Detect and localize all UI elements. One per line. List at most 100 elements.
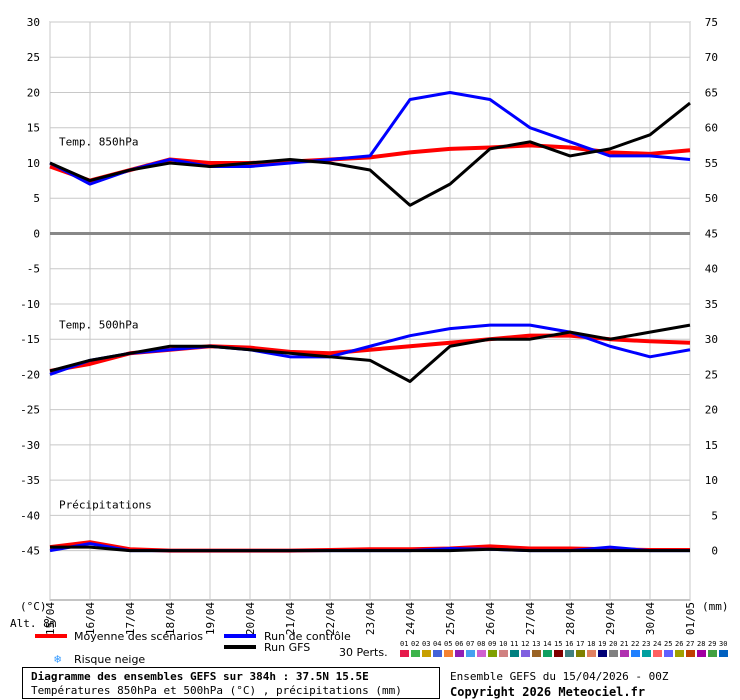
y-right-tick: 10: [705, 474, 718, 487]
perturbation-number: 19: [598, 640, 607, 648]
y-right-tick: 15: [705, 439, 718, 452]
chart-grid: [49, 21, 691, 601]
perturbation-swatch: [422, 650, 431, 657]
legend-control-label: Run de contrôle: [264, 630, 351, 643]
series-850-line: [49, 101, 691, 207]
perturbation-number: 10: [499, 640, 508, 648]
perturbation-swatch: [444, 650, 453, 657]
perturbation-swatch: [499, 650, 508, 657]
series-precip-line: [50, 545, 690, 553]
y-right-tick: 5: [711, 509, 718, 522]
legend-snow-label: Risque neige: [74, 653, 146, 666]
series-500-line: [49, 323, 691, 376]
panel-label: Précipitations: [59, 498, 152, 511]
y-right-tick: 60: [705, 122, 718, 135]
perturbation-swatch: [675, 650, 684, 657]
perturbation-swatch: [620, 650, 629, 657]
perturbation-number: 09: [488, 640, 497, 648]
perturbation-number: 04: [433, 640, 442, 648]
y-left-tick: -25: [20, 404, 40, 417]
y-left-tick: -40: [20, 509, 40, 522]
perturbation-swatch: [697, 650, 706, 657]
perturbation-number: 06: [455, 640, 464, 648]
perturbation-number: 25: [664, 640, 673, 648]
x-tick: 24/04: [404, 602, 417, 635]
perturbation-swatch: [686, 650, 695, 657]
perturbation-swatch: [631, 650, 640, 657]
perturbation-swatch: [708, 650, 717, 657]
perturbation-swatch: [455, 650, 464, 657]
perturbation-number: 20: [609, 640, 618, 648]
perturbation-number: 14: [543, 640, 552, 648]
perturbation-swatch: [719, 650, 728, 657]
series-500-line: [49, 323, 691, 383]
perturbation-swatch: [653, 650, 662, 657]
y-left-tick: -15: [20, 333, 40, 346]
y-right-tick: 0: [711, 545, 718, 558]
y-right-tick: 40: [705, 263, 718, 276]
perturbation-number: 12: [521, 640, 530, 648]
perturbation-swatch: [565, 650, 574, 657]
perturbation-swatch: [477, 650, 486, 657]
x-tick: 30/04: [644, 602, 657, 635]
perturbation-swatch: [400, 650, 409, 657]
perturbation-number: 26: [675, 640, 684, 648]
perturbation-number: 01: [400, 640, 409, 648]
perturbation-number: 27: [686, 640, 695, 648]
x-tick: 01/05: [684, 602, 697, 635]
x-tick: 20/04: [244, 602, 257, 635]
perturbation-number: 21: [620, 640, 629, 648]
perturbation-number: 23: [642, 640, 651, 648]
y-right-tick: 75: [705, 16, 718, 29]
perturbation-swatch: [433, 650, 442, 657]
y-left-tick: 25: [27, 51, 40, 64]
copyright: Copyright 2026 Meteociel.fr: [450, 685, 646, 699]
x-tick: 22/04: [324, 602, 337, 635]
perturbation-swatch: [587, 650, 596, 657]
perturbation-swatch: [488, 650, 497, 657]
x-tick: 16/04: [84, 602, 97, 635]
perturbation-swatch: [642, 650, 651, 657]
x-tick: 15/04: [44, 602, 57, 635]
panel-label: Temp. 850hPa: [59, 135, 138, 148]
series-850-line: [49, 90, 691, 186]
x-tick: 17/04: [124, 602, 137, 635]
perturbation-number: 29: [708, 640, 717, 648]
y-right-tick: 35: [705, 298, 718, 311]
perturbation-number: 30: [719, 640, 728, 648]
perturbation-number: 15: [554, 640, 563, 648]
footer-title-box: Diagramme des ensembles GEFS sur 384h : …: [22, 667, 440, 699]
perturbation-number: 02: [411, 640, 420, 648]
y-left-tick: 10: [27, 157, 40, 170]
y-right-tick: 25: [705, 368, 718, 381]
x-tick: 18/04: [164, 602, 177, 635]
perturbation-swatch: [609, 650, 618, 657]
legend-mean-label: Moyenne des scénarios: [74, 630, 203, 643]
y-left-tick: 30: [27, 16, 40, 29]
perturbation-swatch: [411, 650, 420, 657]
perturbation-number: 13: [532, 640, 541, 648]
perturbation-swatch: [576, 650, 585, 657]
footer-subtitle: Températures 850hPa et 500hPa (°C) , pré…: [31, 684, 402, 697]
perturbation-number: 11: [510, 640, 519, 648]
altitude-label: Alt. 8m: [10, 617, 57, 630]
y-left-tick: 0: [33, 227, 40, 240]
perturbation-number: 07: [466, 640, 475, 648]
y-right-tick: 20: [705, 404, 718, 417]
x-tick: 23/04: [364, 602, 377, 635]
y-left-tick: 5: [33, 192, 40, 205]
y-right-tick: 65: [705, 86, 718, 99]
y-left-tick: -10: [20, 298, 40, 311]
y-right-tick: 45: [705, 227, 718, 240]
legend-mean-swatch: [35, 634, 67, 638]
perturbation-swatch: [521, 650, 530, 657]
perturbation-number: 28: [697, 640, 706, 648]
y-left-tick: -5: [27, 263, 40, 276]
perturbation-number: 05: [444, 640, 453, 648]
panel-label: Temp. 500hPa: [59, 319, 138, 332]
perturbation-swatch: [598, 650, 607, 657]
y-right-tick: 55: [705, 157, 718, 170]
legend-gfs-label: Run GFS: [264, 641, 311, 654]
